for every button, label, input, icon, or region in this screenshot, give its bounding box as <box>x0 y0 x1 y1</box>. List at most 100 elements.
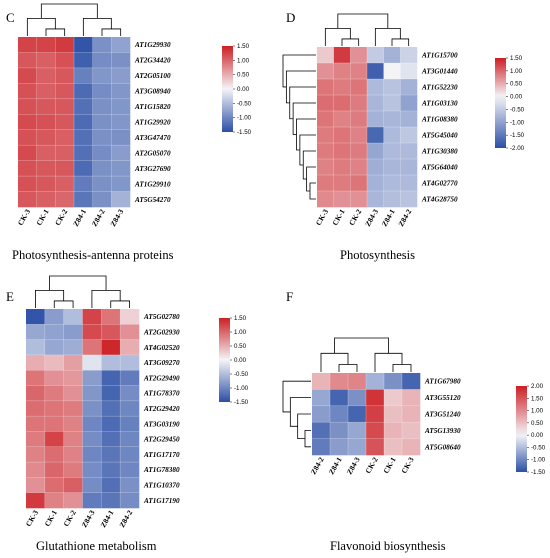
heatmap-cell <box>26 400 46 417</box>
heatmap-cell <box>74 176 93 192</box>
heatmap-cell <box>312 373 331 390</box>
heatmap-cell <box>120 370 140 386</box>
heatmap-cell <box>36 67 56 84</box>
heatmap-cell <box>26 477 46 493</box>
caption-e: Glutathione metabolism <box>36 539 157 553</box>
heatmap-cell <box>350 191 368 208</box>
heatmap-cell <box>367 79 384 96</box>
heatmap-d: AT1G15700 AT3G01440 AT1G52230 AT1G03130 AT1G… <box>282 13 525 228</box>
heatmap-cell <box>92 160 112 177</box>
row-label: AT5G02780 <box>143 313 180 321</box>
heatmap-cell <box>44 446 64 463</box>
heatmap-cell <box>120 354 140 371</box>
heatmap-cell <box>367 47 384 64</box>
row-label: AT2G34420 <box>134 57 171 65</box>
dendrogram-branch <box>337 13 389 29</box>
heatmap-cell <box>18 114 37 131</box>
heatmap-cell <box>400 127 418 144</box>
heatmap-cell <box>44 492 64 509</box>
heatmap-cell <box>18 176 37 192</box>
heatmap-cell <box>330 422 349 439</box>
heatmap-cell <box>92 98 112 115</box>
heatmap-cell <box>120 477 140 493</box>
dendrogram-branch <box>35 290 65 308</box>
row-label: AT1G67980 <box>424 378 461 386</box>
row-label: AT3G47470 <box>134 134 171 142</box>
legend-tick-label: -1.00 <box>531 457 546 464</box>
column-label: Z84-1 <box>71 207 88 228</box>
heatmap-cell <box>400 111 418 128</box>
heatmap-cell <box>402 405 421 423</box>
heatmap-cell <box>92 129 112 146</box>
heatmap-cell <box>63 462 83 478</box>
heatmap-cell <box>36 129 56 146</box>
dendrogram-branch <box>306 166 316 192</box>
row-label: AT4G28750 <box>421 196 458 204</box>
heatmap-cell <box>101 492 121 509</box>
heatmap-cell <box>44 416 64 432</box>
row-label: AT5G64040 <box>421 164 458 172</box>
heatmap-c: AT1G29930 AT2G34420 AT2G05100 AT3G08940 AT1G… <box>16 3 252 228</box>
heatmap-cell <box>63 477 83 493</box>
heatmap-cell <box>366 422 385 439</box>
heatmap-cell <box>63 492 83 509</box>
heatmap-cell <box>82 370 102 386</box>
dendrogram-branch <box>91 290 121 308</box>
heatmap-cell <box>55 191 75 208</box>
heatmap-cell <box>317 143 334 160</box>
heatmap-cell <box>330 373 349 390</box>
heatmap-cell <box>350 143 368 160</box>
row-label: AT1G29910 <box>134 180 171 188</box>
heatmap-cell <box>55 52 75 69</box>
heatmap-cell <box>383 111 401 128</box>
column-label: CK-2 <box>53 207 70 227</box>
row-label: AT3G03190 <box>143 420 180 428</box>
column-label: Z84-3 <box>80 508 97 529</box>
legend-tick-label: -1.50 <box>234 399 249 406</box>
heatmap-cell <box>55 83 75 100</box>
heatmap-cell <box>120 385 140 402</box>
heatmap-cell <box>26 309 46 325</box>
heatmap-cell <box>26 385 46 402</box>
heatmap-cell <box>92 191 112 208</box>
heatmap-cell <box>367 63 384 80</box>
heatmap-cell <box>383 127 401 144</box>
heatmap-cell <box>36 176 56 192</box>
heatmap-cell <box>63 446 83 463</box>
heatmap-cell <box>36 52 56 69</box>
dendrogram-branch <box>101 28 122 36</box>
dendrogram-branch <box>45 28 66 36</box>
heatmap-cell <box>400 175 418 192</box>
column-label: CK-2 <box>363 455 380 475</box>
dendrogram-branch <box>296 118 316 151</box>
heatmap-cell <box>400 47 418 64</box>
heatmap-cell <box>111 37 131 53</box>
heatmap-cell <box>384 373 403 390</box>
heatmap-cell <box>18 191 37 208</box>
dendrogram-branch <box>392 364 412 372</box>
heatmap-cell <box>366 373 385 390</box>
dendrogram-branch <box>53 300 74 308</box>
heatmap-cell <box>383 191 401 208</box>
column-label: CK-1 <box>34 207 51 227</box>
heatmap-cell <box>111 83 131 100</box>
heatmap-cell <box>55 176 75 192</box>
heatmap-cell <box>317 63 334 80</box>
heatmap-cell <box>44 462 64 478</box>
heatmap-cell <box>44 477 64 493</box>
heatmap-cell <box>26 431 46 448</box>
row-label: AT5G08640 <box>424 443 461 451</box>
heatmap-cell <box>312 389 331 407</box>
heatmap-cell <box>63 339 83 356</box>
heatmap-cell <box>317 127 334 144</box>
heatmap-cell <box>74 83 93 100</box>
heatmap-cell <box>402 438 421 456</box>
row-label: AT1G17170 <box>143 451 180 459</box>
column-label: CK-3 <box>399 455 416 475</box>
row-label: AT3G09270 <box>143 359 180 367</box>
column-label: Z84-2 <box>396 207 413 228</box>
heatmap-cell <box>350 175 368 192</box>
heatmap-cell <box>333 111 351 128</box>
legend-tick-label: 1.00 <box>531 408 544 415</box>
